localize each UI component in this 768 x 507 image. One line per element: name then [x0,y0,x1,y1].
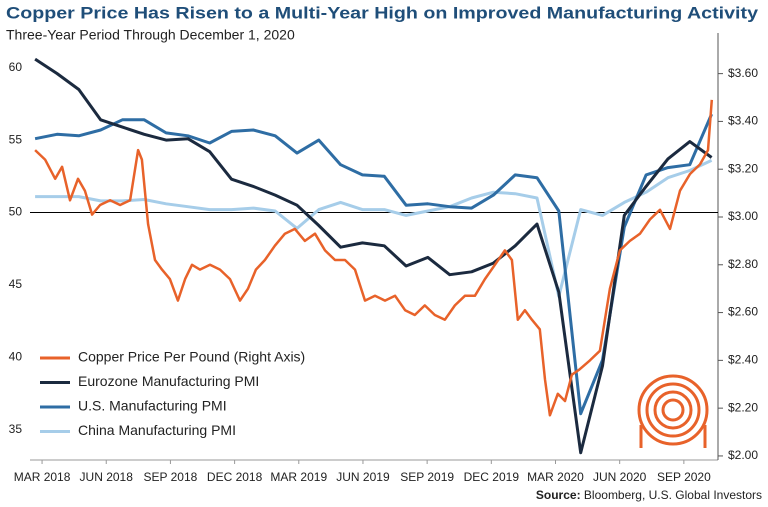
x-tick-label: MAR 2019 [270,470,327,484]
x-tick-label: MAR 2020 [527,470,584,484]
x-tick-label: MAR 2018 [14,470,71,484]
y-tick-label: 40 [9,349,23,363]
y2-tick-label: $2.00 [728,448,758,462]
logo [637,374,709,448]
series-line [34,57,713,455]
series-line [35,159,713,298]
source-text: Bloomberg, U.S. Global Investors [584,488,762,502]
source-label: Source: [536,488,581,502]
x-tick-label: JUN 2020 [593,470,647,484]
x-tick-label: JUN 2018 [80,470,134,484]
y-tick-label: 60 [9,60,23,74]
y2-tick-label: $2.20 [728,400,758,414]
series-line [34,113,713,416]
source: Source: Bloomberg, U.S. Global Investors [536,488,762,502]
y2-tick-label: $3.00 [728,209,758,223]
y-tick-label: 50 [9,205,23,219]
y-tick-label: 45 [9,277,23,291]
x-tick-label: SEP 2018 [144,470,198,484]
y-tick-label: 35 [9,422,23,436]
y2-tick-label: $3.60 [728,66,758,80]
y-tick-label: 55 [9,132,23,146]
x-tick-label: JUN 2019 [336,470,390,484]
y2-tick-label: $2.60 [728,305,758,319]
y2-tick-label: $2.80 [728,257,758,271]
chart-subtitle: Three-Year Period Through December 1, 20… [6,27,295,43]
legend-label: China Manufacturing PMI [78,422,236,438]
y2-tick-label: $3.40 [728,114,758,128]
x-tick-label: DEC 2019 [464,470,520,484]
x-tick-label: DEC 2018 [207,470,263,484]
legend-label: U.S. Manufacturing PMI [78,398,227,414]
y2-tick-label: $3.20 [728,161,758,175]
x-tick-label: SEP 2020 [657,470,711,484]
legend-label: Eurozone Manufacturing PMI [78,373,259,389]
series-line [34,99,714,417]
y2-tick-label: $2.40 [728,353,758,367]
legend-label: Copper Price Per Pound (Right Axis) [78,349,305,365]
x-tick-label: SEP 2019 [400,470,454,484]
chart-title: Copper Price Has Risen to a Multi-Year H… [6,4,759,22]
